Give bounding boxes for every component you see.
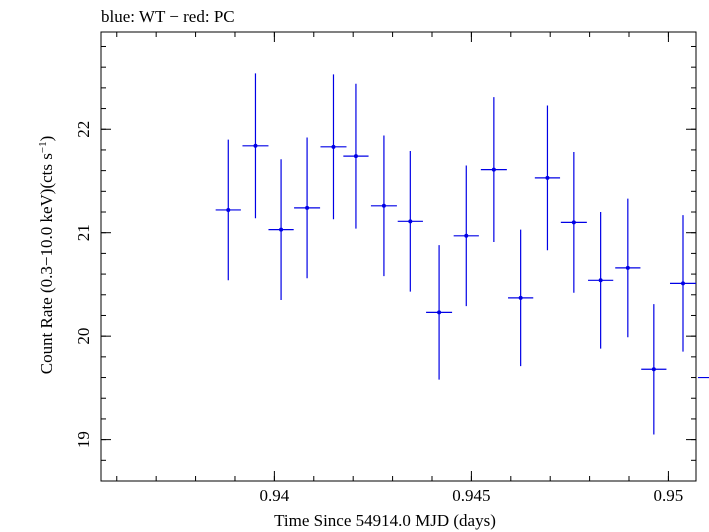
data-marker — [545, 175, 550, 180]
data-point — [508, 229, 534, 367]
data-marker — [518, 295, 523, 300]
y-tick-labels: 19 20 21 22 — [74, 121, 93, 448]
data-point — [320, 74, 347, 220]
data-marker — [253, 143, 258, 148]
data-marker — [381, 203, 386, 208]
y-tick-label: 22 — [74, 121, 93, 138]
data-point — [397, 150, 423, 292]
data-marker — [279, 227, 284, 232]
data-marker — [331, 144, 336, 149]
data-marker — [625, 265, 630, 270]
data-point — [294, 137, 321, 279]
data-point — [588, 212, 614, 349]
data-point — [480, 97, 507, 243]
data-point — [426, 245, 453, 380]
axis-ticks — [101, 32, 696, 482]
data-point — [343, 83, 369, 229]
data-point — [697, 376, 709, 379]
x-tick-label: 0.94 — [260, 486, 290, 505]
data-point — [268, 159, 294, 300]
x-tick-labels: 0.94 0.945 0.95 — [260, 486, 684, 505]
data-point — [560, 152, 587, 293]
x-axis-label: Time Since 54914.0 MJD (days) — [274, 511, 496, 530]
data-point — [215, 139, 241, 281]
data-point — [534, 105, 561, 251]
y-tick-label: 20 — [74, 328, 93, 345]
data-marker — [408, 219, 413, 224]
data-point — [641, 304, 667, 435]
data-marker — [571, 220, 576, 225]
data-point — [242, 73, 269, 219]
data-marker — [305, 205, 310, 210]
data-marker — [598, 278, 603, 283]
plot-frame — [100, 31, 697, 482]
data-point — [370, 135, 397, 277]
y-axis-label-close: ) — [37, 136, 56, 142]
data-marker — [226, 207, 231, 212]
y-axis-label: Count Rate (0.3−10.0 keV)(cts s−1) — [37, 136, 56, 375]
data-marker — [491, 167, 496, 172]
data-point — [669, 215, 696, 352]
data-marker — [464, 233, 469, 238]
data-marker — [680, 281, 685, 286]
y-axis-label-sup: −1 — [37, 141, 49, 153]
x-tick-label: 0.95 — [654, 486, 684, 505]
y-axis-label-main: Count Rate (0.3−10.0 keV)(cts s — [37, 153, 56, 374]
data-point — [615, 198, 641, 338]
data-marker — [651, 367, 656, 372]
data-marker — [437, 310, 442, 315]
y-tick-label: 21 — [74, 224, 93, 241]
x-tick-label: 0.945 — [452, 486, 490, 505]
data-point — [453, 165, 479, 307]
chart-title: blue: WT − red: PC — [101, 7, 235, 26]
y-tick-label: 19 — [74, 431, 93, 448]
data-points — [215, 73, 709, 435]
data-marker — [353, 154, 358, 159]
